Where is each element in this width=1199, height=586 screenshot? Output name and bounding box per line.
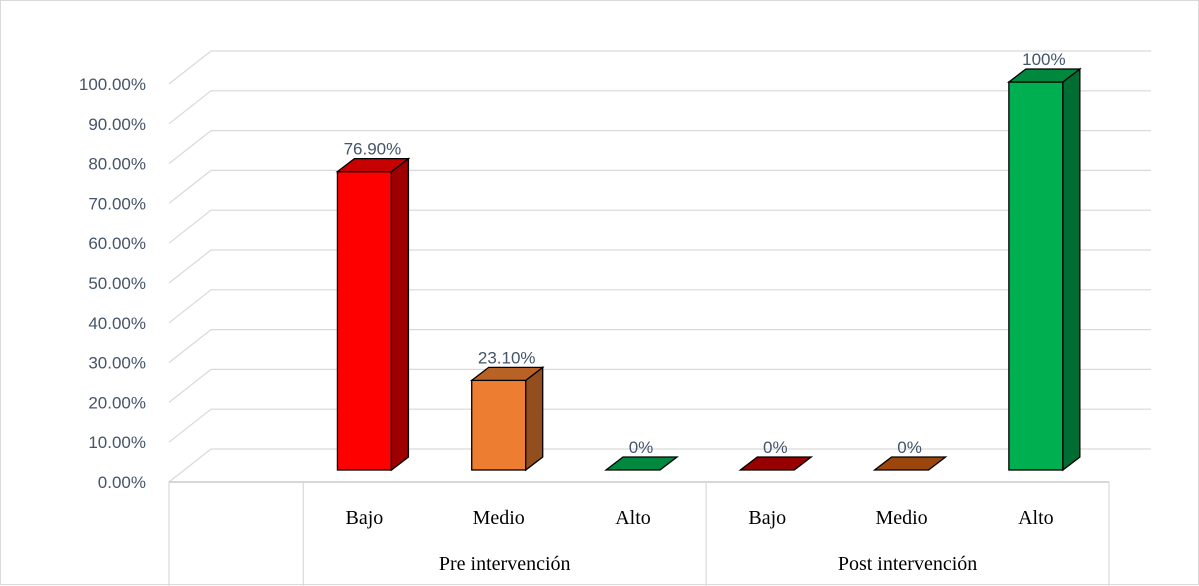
bar-top [469,366,545,382]
category-axis: Bajo Medio Alto Bajo Medio Alto Pre intervenci… [168,482,1110,586]
category-label: Bajo [748,507,786,529]
y-tick-label: 80.00% [88,155,146,174]
bar-top [738,456,814,471]
data-label: 76.90% [344,140,402,159]
group-label: Pre intervención [439,553,571,575]
bar-top [335,157,411,173]
bar [604,456,679,471]
data-label: 0% [897,438,922,457]
bar-top [1006,68,1082,83]
gridline [168,50,1151,85]
gridline [168,209,1151,244]
data-label: 100% [1022,50,1065,69]
bar-front [336,170,393,471]
gridline [168,249,1151,284]
bar-top [604,456,679,471]
bar-side [525,366,544,472]
gridlines [168,50,1151,483]
bar-top [872,456,948,471]
category-label: Bajo [346,507,384,529]
y-tick-label: 50.00% [88,274,146,293]
group-label: Post intervención [838,553,977,575]
gridline [168,130,1151,165]
y-tick-label: 70.00% [88,194,146,213]
data-label: 0% [629,438,654,457]
bar-front [471,379,527,471]
gridline [168,408,1151,443]
y-tick-label: 10.00% [88,433,146,452]
gridline [168,169,1151,204]
y-tick-label: 60.00% [88,234,146,253]
category-label: Medio [473,507,525,529]
bar-side [1062,67,1081,472]
category-label: Medio [875,507,927,529]
category-label: Alto [1018,507,1054,529]
bar [469,366,545,472]
y-tick-label: 90.00% [88,115,146,134]
y-tick-label: 100.00% [79,75,146,94]
bar [872,456,948,471]
bars [335,67,1082,472]
bar-side [390,157,410,472]
y-tick-label: 20.00% [88,393,146,412]
gridline [168,329,1151,364]
gridline [168,368,1151,403]
data-label: 0% [763,438,788,457]
data-labels: 76.90% 23.10% 0% 0% 0% 100% [344,50,1066,457]
data-label: 23.10% [478,348,536,367]
category-label: Alto [615,507,651,529]
gridline [168,289,1151,324]
y-tick-label: 30.00% [88,354,146,373]
bar [738,456,814,471]
y-tick-label: 40.00% [88,314,146,333]
bar [335,157,411,472]
gridline [168,448,1151,483]
y-tick-label: 0.00% [98,473,146,492]
y-axis-tick-labels: 0.00% 10.00% 20.00% 30.00% 40.00% 50.00% 60.00… [79,75,146,492]
bar-front [1008,81,1064,471]
bar [1006,67,1082,472]
gridline [168,90,1151,125]
